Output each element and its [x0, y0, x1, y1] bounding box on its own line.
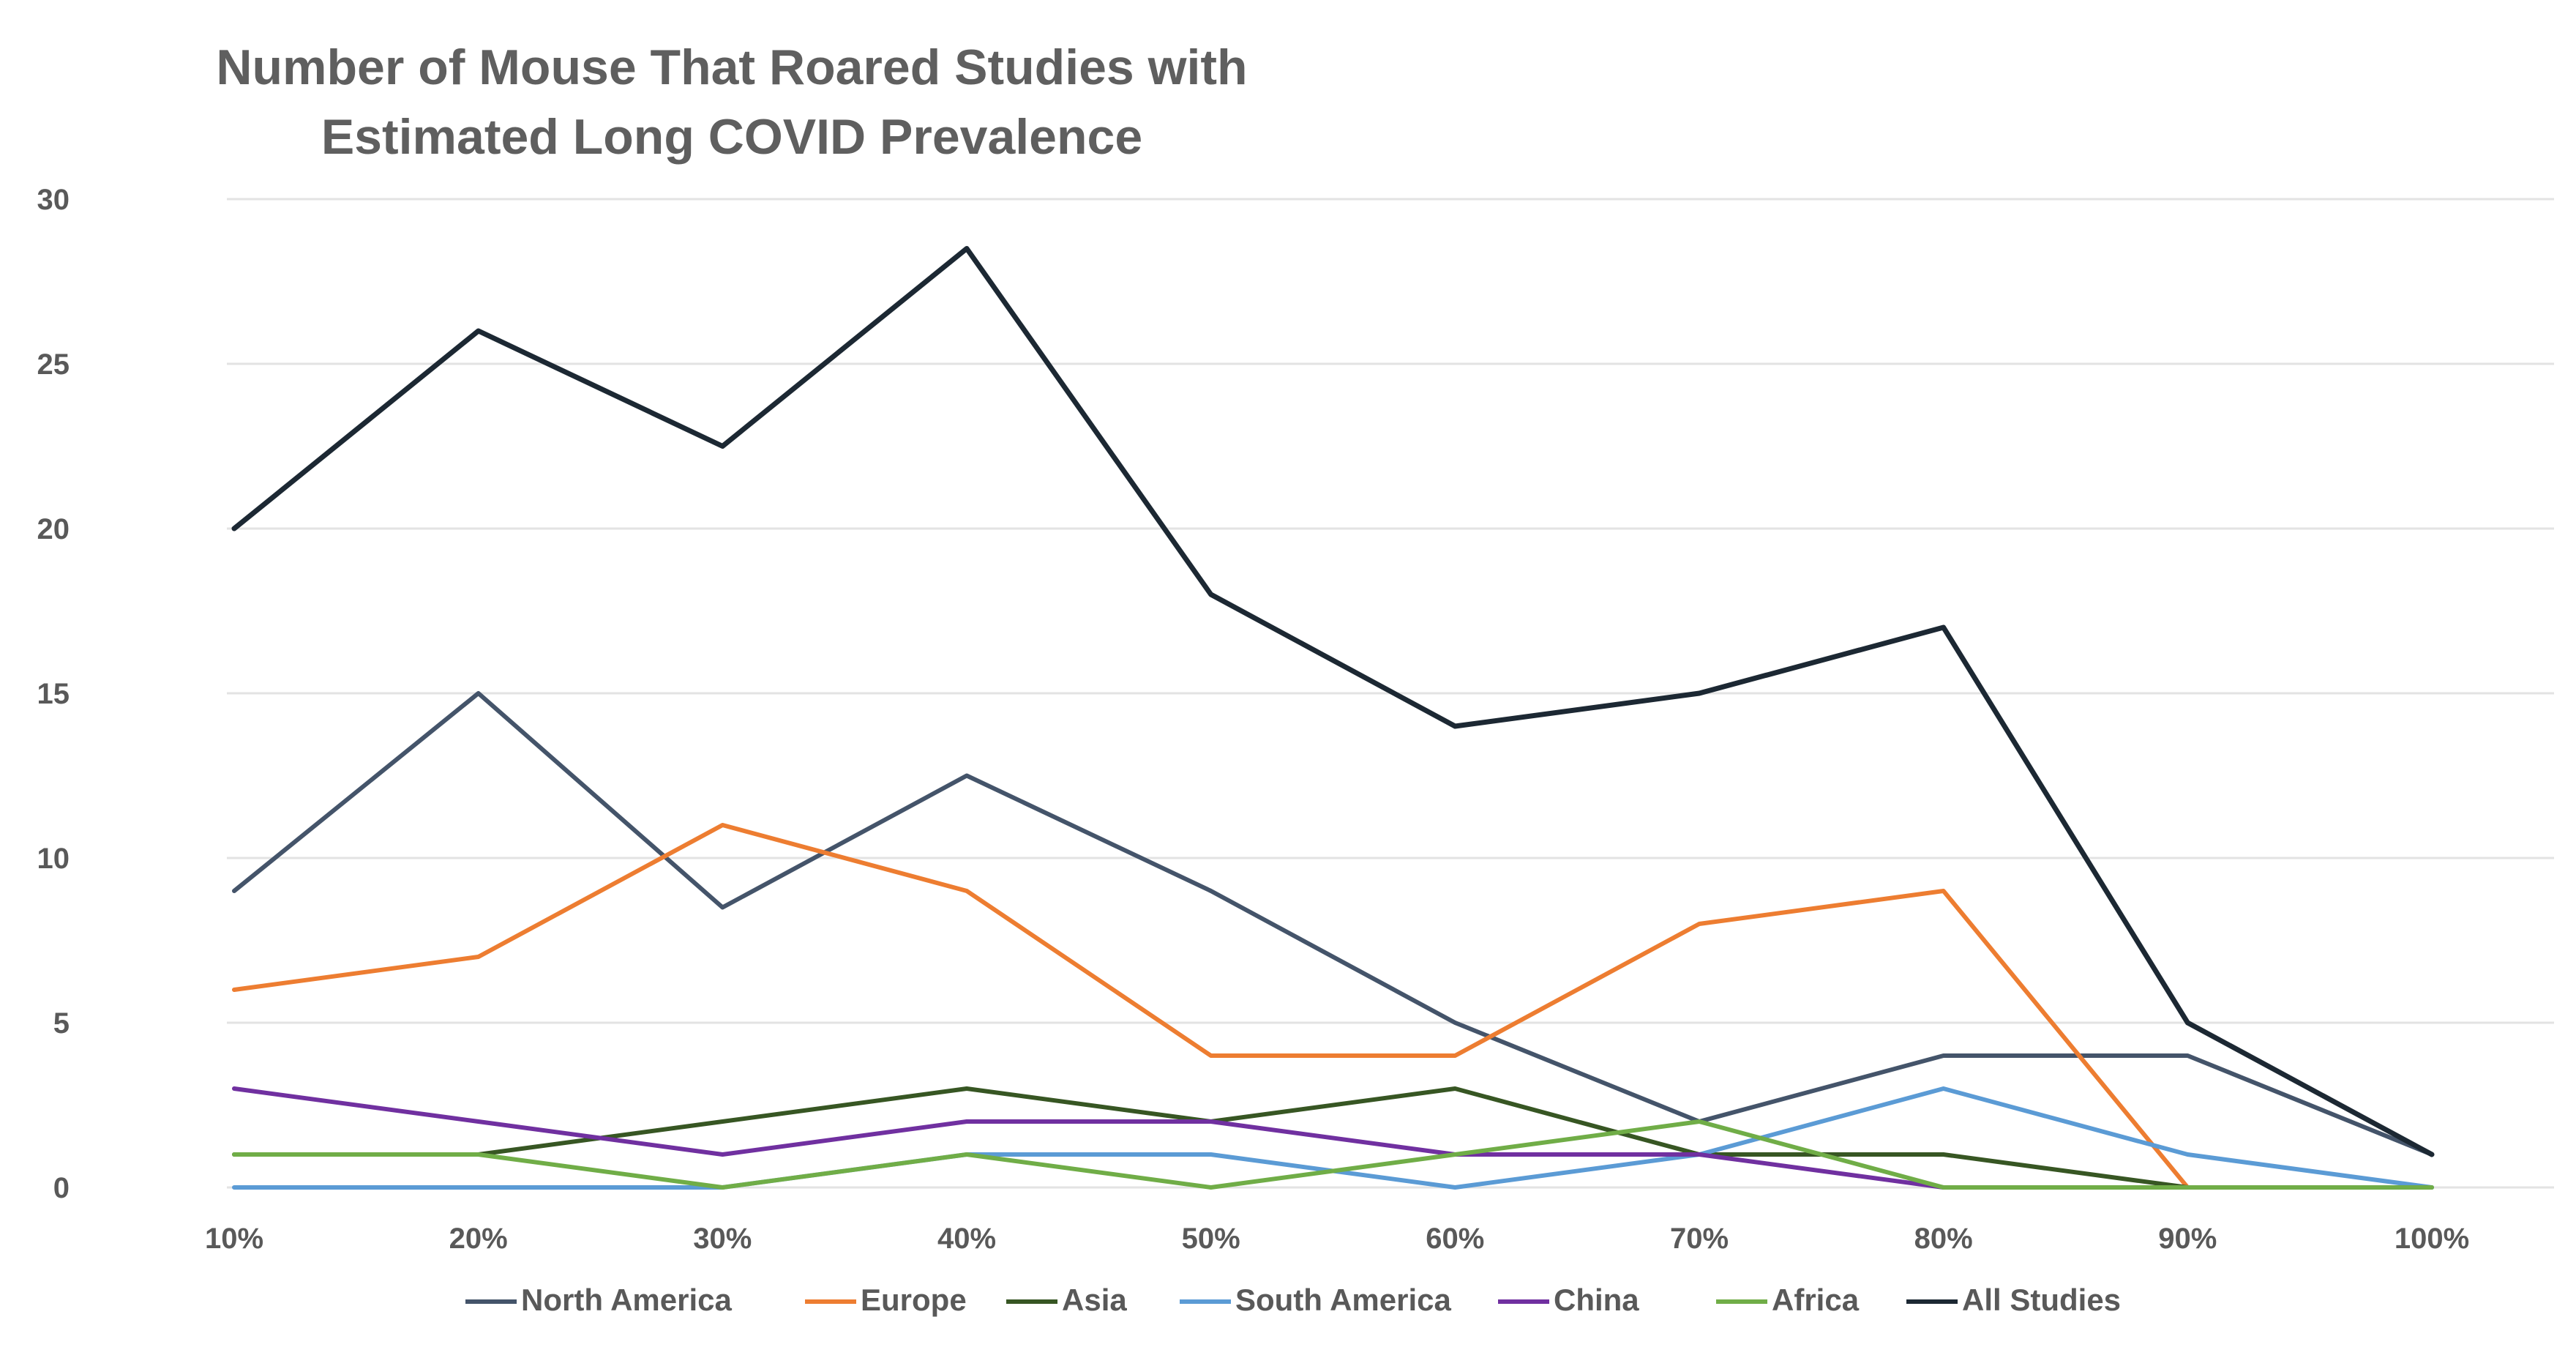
legend-item-asia: Asia — [1006, 1283, 1127, 1317]
y-tick-label: 0 — [53, 1172, 70, 1204]
y-tick-label: 20 — [37, 513, 70, 545]
legend-item-africa: Africa — [1716, 1283, 1860, 1317]
series-line-africa — [232, 1119, 2434, 1190]
series-line-china — [232, 1086, 1946, 1190]
legend-label: Africa — [1772, 1283, 1860, 1317]
gridlines — [227, 198, 2554, 1189]
y-axis-tick-labels: 0 5 10 15 20 25 30 — [37, 184, 70, 1204]
series-line-all-studies — [231, 246, 2435, 1157]
x-tick-label: 90% — [2158, 1223, 2217, 1255]
legend: North America Europe Asia South America Chin… — [465, 1283, 2121, 1317]
x-tick-label: 100% — [2395, 1223, 2469, 1255]
legend-label: South America — [1235, 1283, 1451, 1317]
series-lines — [231, 246, 2435, 1190]
legend-label: All Studies — [1962, 1283, 2121, 1317]
series-line-north-america — [232, 691, 2434, 1157]
legend-item-china: China — [1498, 1283, 1639, 1317]
y-tick-label: 10 — [37, 843, 70, 875]
chart-title: Number of Mouse That Roared Studies with… — [216, 40, 1247, 165]
y-tick-label: 30 — [37, 184, 70, 216]
x-tick-label: 20% — [449, 1223, 508, 1255]
series-line-europe — [232, 823, 2190, 1190]
legend-item-all-studies: All Studies — [1906, 1283, 2121, 1317]
legend-label: North America — [521, 1283, 732, 1317]
y-tick-label: 25 — [37, 348, 70, 381]
legend-label: Europe — [861, 1283, 967, 1317]
x-tick-label: 10% — [205, 1223, 263, 1255]
x-tick-label: 60% — [1426, 1223, 1484, 1255]
x-axis-tick-labels: 10% 20% 30% 40% 50% 60% 70% 80% 90% 100% — [205, 1223, 2469, 1255]
legend-item-europe: Europe — [805, 1283, 967, 1317]
legend-item-south-america: South America — [1180, 1283, 1451, 1317]
x-tick-label: 30% — [693, 1223, 752, 1255]
y-tick-label: 5 — [53, 1007, 70, 1040]
legend-item-north-america: North America — [465, 1283, 732, 1317]
chart-title-line-1: Number of Mouse That Roared Studies with — [216, 40, 1247, 95]
x-tick-label: 40% — [937, 1223, 996, 1255]
legend-label: Asia — [1062, 1283, 1127, 1317]
y-tick-label: 15 — [37, 678, 70, 710]
x-tick-label: 50% — [1182, 1223, 1240, 1255]
x-tick-label: 70% — [1670, 1223, 1729, 1255]
chart-title-line-2: Estimated Long COVID Prevalence — [321, 109, 1142, 165]
x-tick-label: 80% — [1914, 1223, 1973, 1255]
legend-label: China — [1554, 1283, 1639, 1317]
